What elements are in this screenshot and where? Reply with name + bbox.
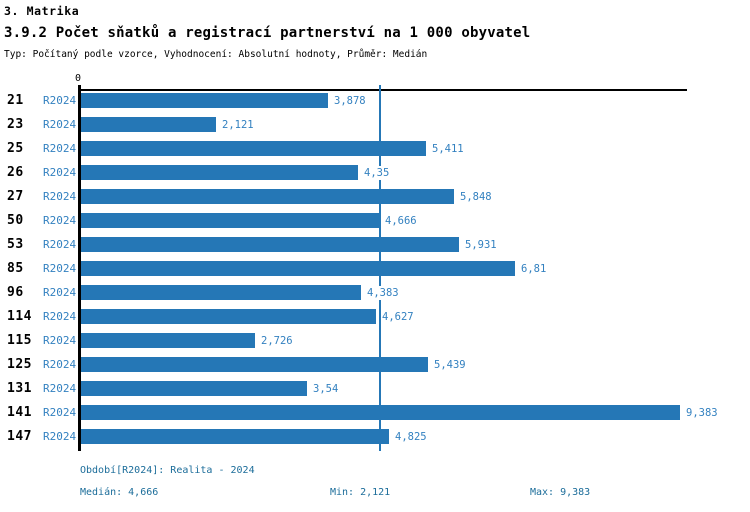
report-title: 3.9.2 Počet sňatků a registrací partners…: [4, 25, 531, 41]
bar: [81, 381, 307, 396]
row-number-label: 23: [7, 117, 24, 132]
bar-value-label: 5,439: [434, 358, 468, 372]
report-section-title: 3. Matrika: [4, 4, 80, 18]
row-number-label: 85: [7, 261, 24, 276]
row-period-label: R2024: [43, 214, 77, 227]
chart-row: 53 R2024 5,931: [0, 237, 750, 252]
bar: [81, 309, 376, 324]
bar-value-label: 4,627: [382, 310, 416, 324]
bar: [81, 237, 459, 252]
chart-row: 131 R2024 3,54: [0, 381, 750, 396]
row-period-label: R2024: [43, 310, 77, 323]
bar: [81, 93, 328, 108]
row-period-label: R2024: [43, 406, 77, 419]
bar-value-label: 4,383: [367, 286, 401, 300]
bar: [81, 213, 379, 228]
row-period-label: R2024: [43, 118, 77, 131]
bar-value-label: 3,54: [313, 382, 341, 396]
chart-row: 27 R2024 5,848: [0, 189, 750, 204]
bar-value-label: 4,35: [364, 166, 392, 180]
chart-row: 25 R2024 5,411: [0, 141, 750, 156]
chart-row: 96 R2024 4,383: [0, 285, 750, 300]
bar-value-label: 4,666: [385, 214, 419, 228]
bar: [81, 117, 216, 132]
row-period-label: R2024: [43, 166, 77, 179]
bar: [81, 141, 426, 156]
chart-row: 114 R2024 4,627: [0, 309, 750, 324]
bar: [81, 333, 255, 348]
chart-row: 141 R2024 9,383: [0, 405, 750, 420]
row-number-label: 131: [7, 381, 32, 396]
chart-row: 50 R2024 4,666: [0, 213, 750, 228]
bar: [81, 357, 428, 372]
row-period-label: R2024: [43, 238, 77, 251]
bar-value-label: 4,825: [395, 430, 429, 444]
bar-value-label: 5,848: [460, 190, 494, 204]
bar-value-label: 5,931: [465, 238, 499, 252]
chart-row: 23 R2024 2,121: [0, 117, 750, 132]
row-period-label: R2024: [43, 334, 77, 347]
period-legend: Období[R2024]: Realita - 2024: [80, 465, 255, 476]
bar-value-label: 9,383: [686, 406, 720, 420]
row-number-label: 53: [7, 237, 24, 252]
row-number-label: 115: [7, 333, 32, 348]
chart-row: 85 R2024 6,81: [0, 261, 750, 276]
bar-value-label: 5,411: [432, 142, 466, 156]
median-stat: Medián: 4,666: [80, 487, 159, 498]
y-axis-line: [78, 85, 81, 451]
bar-value-label: 2,121: [222, 118, 256, 132]
row-period-label: R2024: [43, 142, 77, 155]
bar: [81, 285, 361, 300]
bar: [81, 429, 389, 444]
row-number-label: 50: [7, 213, 24, 228]
row-number-label: 114: [7, 309, 32, 324]
row-number-label: 25: [7, 141, 24, 156]
row-period-label: R2024: [43, 94, 77, 107]
row-number-label: 96: [7, 285, 24, 300]
row-period-label: R2024: [43, 382, 77, 395]
row-number-label: 27: [7, 189, 24, 204]
row-period-label: R2024: [43, 190, 77, 203]
max-stat: Max: 9,383: [530, 487, 591, 498]
row-number-label: 147: [7, 429, 32, 444]
row-period-label: R2024: [43, 430, 77, 443]
row-number-label: 141: [7, 405, 32, 420]
bar-value-label: 6,81: [521, 262, 549, 276]
row-period-label: R2024: [43, 358, 77, 371]
chart-row: 26 R2024 4,35: [0, 165, 750, 180]
row-number-label: 26: [7, 165, 24, 180]
row-number-label: 125: [7, 357, 32, 372]
chart-row: 125 R2024 5,439: [0, 357, 750, 372]
chart-row: 115 R2024 2,726: [0, 333, 750, 348]
chart-row: 21 R2024 3,878: [0, 93, 750, 108]
min-stat: Min: 2,121: [330, 487, 391, 498]
x-axis-line: [78, 89, 687, 91]
x-axis-zero-label: 0: [75, 73, 82, 84]
bar: [81, 189, 454, 204]
report-subtitle: Typ: Počítaný podle vzorce, Vyhodnocení:…: [4, 49, 428, 60]
bar-value-label: 3,878: [334, 94, 368, 108]
chart-row: 147 R2024 4,825: [0, 429, 750, 444]
row-number-label: 21: [7, 93, 24, 108]
bar: [81, 261, 515, 276]
bar-value-label: 2,726: [261, 334, 295, 348]
bar: [81, 405, 680, 420]
bar: [81, 165, 358, 180]
row-period-label: R2024: [43, 262, 77, 275]
row-period-label: R2024: [43, 286, 77, 299]
